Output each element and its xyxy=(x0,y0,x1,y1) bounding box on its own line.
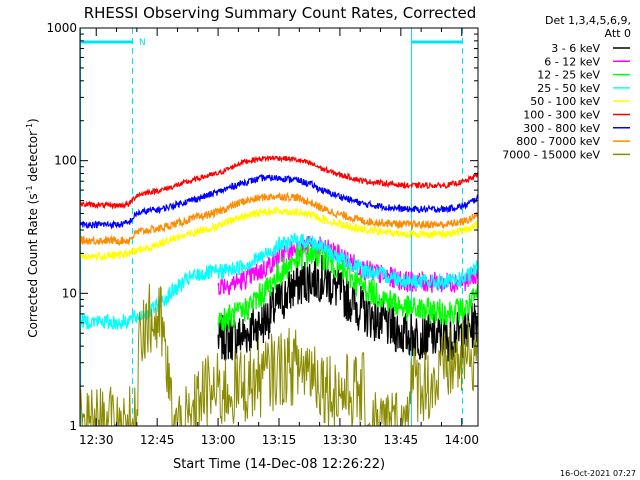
series-line-7000-15000 xyxy=(80,283,478,426)
x-tick-label: 13:15 xyxy=(262,433,297,447)
x-tick-label: 14:00 xyxy=(444,433,479,447)
x-tick-label: 13:30 xyxy=(323,433,358,447)
series-line-12-25 xyxy=(217,242,478,331)
marker-label: N xyxy=(139,38,146,48)
series-line-800-7000 xyxy=(80,191,478,247)
legend-header-line-1: Det 1,3,4,5,6,9, xyxy=(545,14,631,27)
legend-label-6-12: 6 - 12 keV xyxy=(544,55,600,68)
x-tick-label: 12:30 xyxy=(79,433,114,447)
y-tick-label: 1 xyxy=(69,419,77,433)
legend-label-12-25: 12 - 25 keV xyxy=(537,69,600,82)
legend-label-800-7000: 800 - 7000 keV xyxy=(516,135,600,148)
legend-header-line-2: Att 0 xyxy=(605,27,631,40)
x-axis-label: Start Time (14-Dec-08 12:26:22) xyxy=(173,457,385,472)
y-tick-label: 100 xyxy=(54,154,77,168)
series-layer xyxy=(80,154,478,426)
legend-label-7000-15000: 7000 - 15000 keV xyxy=(502,148,600,161)
series-line-6-12 xyxy=(217,236,478,296)
legend-label-25-50: 25 - 50 keV xyxy=(537,82,600,95)
y-axis: 1 10 100 1000 xyxy=(46,21,478,433)
legend-label-3-6: 3 - 6 keV xyxy=(551,42,600,55)
series-line-50-100 xyxy=(80,205,478,262)
x-tick-label: 13:45 xyxy=(384,433,419,447)
legend-label-100-300: 100 - 300 keV xyxy=(523,109,600,122)
x-tick-label: 12:45 xyxy=(140,433,175,447)
x-tick-label: 13:00 xyxy=(201,433,236,447)
series-line-300-800 xyxy=(80,173,478,230)
legend-label-50-100: 50 - 100 keV xyxy=(530,95,600,108)
plot-area: N 1 10 100 1000 12:30 12:45 13:00 13:15 13:30 13… xyxy=(46,21,479,447)
svg-text:Corrected Count Rate (s-1 dete: Corrected Count Rate (s-1 detector-1) xyxy=(25,118,40,337)
series-line-25-50 xyxy=(80,232,478,331)
legend-label-300-800: 300 - 800 keV xyxy=(523,122,600,135)
y-tick-label: 10 xyxy=(62,286,77,300)
y-tick-label: 1000 xyxy=(46,21,77,35)
chart-title: RHESSI Observing Summary Count Rates, Co… xyxy=(84,4,477,22)
timestamp: 16-Oct-2021 07:27 xyxy=(560,469,636,478)
series-line-100-300 xyxy=(80,154,478,210)
x-axis: 12:30 12:45 13:00 13:15 13:30 13:45 14:00 xyxy=(79,28,479,447)
y-axis-label: Corrected Count Rate (s-1 detector-1) xyxy=(25,118,40,337)
